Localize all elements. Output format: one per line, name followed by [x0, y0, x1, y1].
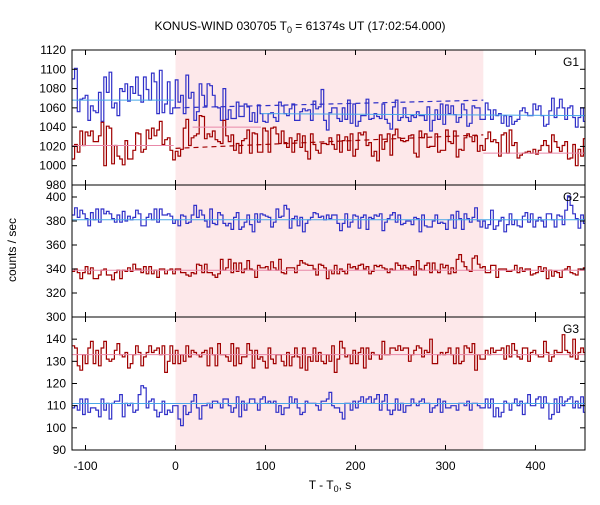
series-soft — [72, 385, 585, 427]
y-tick-label: 340 — [46, 262, 66, 276]
fit-line-soft — [175, 99, 484, 109]
series-soft — [72, 195, 585, 233]
y-tick-label: 380 — [46, 214, 66, 228]
panel-g2: 300 320 340 360 380 400 G2 — [46, 184, 586, 324]
y-tick-label: 400 — [46, 190, 66, 204]
y-tick-label: 140 — [46, 332, 66, 346]
y-tick-label: 1080 — [39, 82, 66, 96]
y-tick-label: 120 — [46, 377, 66, 391]
panel-label: G1 — [563, 55, 579, 69]
x-tick-label: 400 — [525, 459, 545, 473]
panel-g3: 90 100 110 120 130 140 G3 — [46, 316, 586, 457]
panel-label: G3 — [563, 322, 579, 336]
y-tick-label: 130 — [46, 354, 66, 368]
series-hard — [72, 334, 585, 373]
y-tick-label: 360 — [46, 238, 66, 252]
x-tick-label: 0 — [172, 459, 179, 473]
fit-line-soft — [260, 113, 585, 117]
chart-title: KONUS-WIND 030705 T0 = 61374s UT (17:02:… — [154, 19, 446, 35]
y-tick-label: 300 — [46, 310, 66, 324]
y-tick-label: 1040 — [39, 120, 66, 134]
x-tick-label: 300 — [435, 459, 455, 473]
series-hard — [72, 254, 585, 281]
y-tick-label: 980 — [46, 178, 66, 192]
y-tick-label: 1100 — [40, 62, 66, 76]
panel-plot — [72, 195, 585, 281]
fit-line-hard — [175, 134, 484, 149]
x-tick-label: -100 — [73, 459, 97, 473]
y-axis-label: counts / sec — [5, 217, 19, 283]
panel-g1: 980 1000 1020 1040 1060 1080 1100 1120 G1 — [39, 43, 586, 192]
y-tick-label: 1000 — [39, 159, 66, 173]
panel-plot — [72, 334, 585, 427]
x-tick-label: 100 — [255, 459, 275, 473]
y-tick-label: 100 — [46, 421, 66, 435]
panel-plot — [72, 67, 585, 167]
highlight-interval — [175, 317, 484, 450]
series-hard — [72, 115, 585, 167]
highlight-interval — [175, 185, 484, 317]
y-tick-label: 1120 — [40, 43, 66, 57]
x-tick-label: 200 — [345, 459, 365, 473]
y-tick-label: 110 — [47, 399, 66, 413]
x-axis-label: T - T0, s — [308, 478, 352, 494]
y-tick-label: 1020 — [39, 139, 66, 153]
y-tick-label: 320 — [46, 286, 66, 300]
panel-label: G2 — [563, 190, 579, 204]
y-tick-label: 90 — [53, 443, 67, 457]
y-tick-label: 1060 — [39, 101, 66, 115]
series-soft — [72, 67, 585, 132]
